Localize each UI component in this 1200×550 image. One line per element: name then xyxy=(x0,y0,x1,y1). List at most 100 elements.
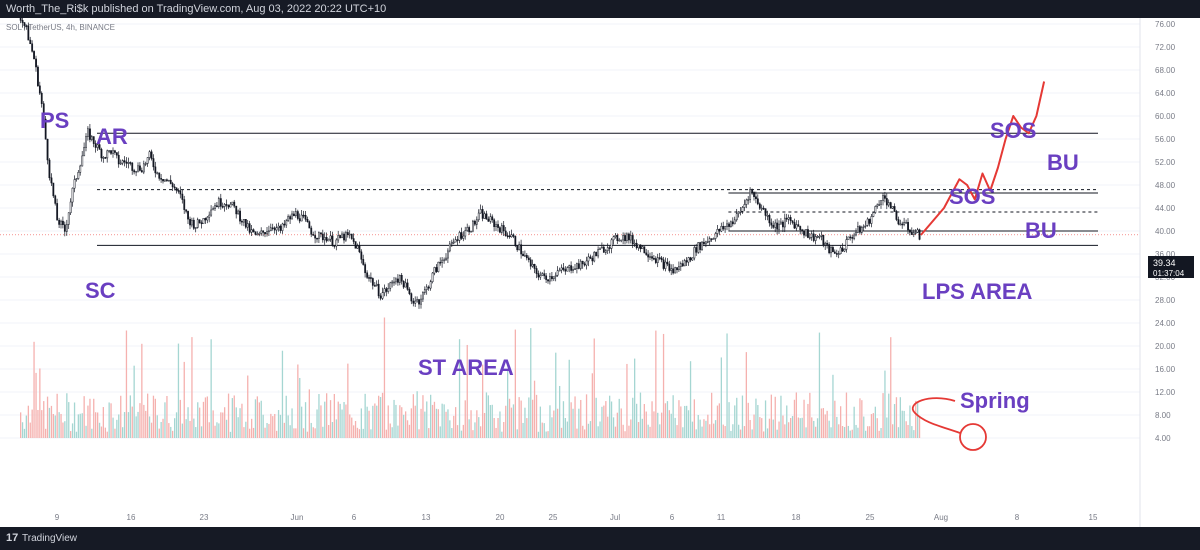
candle-body xyxy=(872,212,875,217)
volume-bar xyxy=(131,406,133,438)
candle-body xyxy=(502,225,505,232)
price-chart[interactable]: 76.0072.0068.0064.0060.0056.0052.0048.00… xyxy=(0,18,1200,527)
candle-body xyxy=(820,235,823,237)
candle-body xyxy=(398,275,401,283)
volume-bar xyxy=(901,410,903,438)
candle-body xyxy=(860,227,863,233)
volume-bar xyxy=(553,410,555,438)
volume-bar xyxy=(391,427,393,438)
candle-body xyxy=(691,257,694,261)
candle-body xyxy=(383,288,386,293)
candle-body xyxy=(260,230,263,234)
volume-bar xyxy=(341,409,343,438)
candle-body xyxy=(395,278,397,283)
volume-bar xyxy=(501,431,503,438)
candle-body xyxy=(448,243,451,252)
volume-bar xyxy=(624,431,626,438)
volume-bar xyxy=(314,428,316,438)
volume-bar xyxy=(670,413,672,438)
volume-bar xyxy=(310,422,312,438)
volume-bar xyxy=(843,427,846,438)
volume-bar xyxy=(125,330,128,438)
volume-bar xyxy=(680,406,682,438)
candle-body xyxy=(450,241,453,245)
volume-bar xyxy=(179,399,181,438)
volume-bar xyxy=(237,417,239,438)
volume-bar xyxy=(351,417,353,438)
candle-body xyxy=(795,224,798,229)
candle-body xyxy=(910,232,913,235)
volume-bar xyxy=(474,422,476,438)
candle-body xyxy=(741,207,744,212)
volume-bar xyxy=(195,427,197,438)
candle-body xyxy=(797,224,800,227)
candle-body xyxy=(552,276,555,280)
candle-body xyxy=(716,229,719,234)
volume-bar xyxy=(863,416,865,438)
candle-body xyxy=(200,222,203,225)
volume-bar xyxy=(235,407,237,438)
candle-body xyxy=(739,211,742,213)
volume-bar xyxy=(233,395,235,438)
volume-bar xyxy=(162,418,164,438)
candle-body xyxy=(772,224,775,228)
volume-bar xyxy=(403,414,405,438)
y-tick-label: 68.00 xyxy=(1155,66,1176,75)
candle-body xyxy=(916,229,919,233)
candle-body xyxy=(814,236,817,241)
volume-bar xyxy=(747,402,749,438)
y-tick-label: 8.00 xyxy=(1155,411,1171,420)
candle-body xyxy=(127,162,130,164)
volume-bar xyxy=(811,417,813,438)
volume-bar xyxy=(241,403,243,438)
volume-bar xyxy=(100,426,103,438)
volume-bar xyxy=(911,426,913,438)
candle-body xyxy=(768,215,771,224)
candle-body xyxy=(787,217,790,220)
volume-bar xyxy=(603,405,605,438)
candle-body xyxy=(577,263,580,269)
volume-bar xyxy=(782,415,784,438)
volume-bar xyxy=(772,419,774,438)
candle-body xyxy=(410,293,413,302)
candle-body xyxy=(462,235,465,239)
candle-body xyxy=(38,85,41,94)
candle-body xyxy=(735,213,738,221)
candle-body xyxy=(579,260,582,269)
candle-body xyxy=(89,128,91,140)
x-tick-label: 15 xyxy=(1089,513,1098,522)
candle-body xyxy=(252,229,255,232)
candle-body xyxy=(789,217,792,221)
volume-bar xyxy=(749,419,751,438)
candle-body xyxy=(156,172,159,175)
volume-bar xyxy=(225,419,228,438)
candle-body xyxy=(196,219,199,228)
volume-bar xyxy=(383,317,386,438)
volume-bar xyxy=(622,424,624,438)
volume-bar xyxy=(786,405,788,438)
candle-body xyxy=(316,237,318,240)
x-tick-label: Jul xyxy=(610,513,620,522)
volume-bar xyxy=(840,406,842,438)
volume-bar xyxy=(152,395,155,438)
candle-body xyxy=(710,238,713,240)
volume-bar xyxy=(122,427,124,438)
candle-body xyxy=(487,218,490,222)
volume-bar xyxy=(156,415,158,438)
volume-bar xyxy=(893,404,896,438)
candle-body xyxy=(705,241,707,245)
candle-body xyxy=(350,233,353,239)
candle-body xyxy=(780,221,782,225)
volume-bar xyxy=(468,419,470,438)
volume-bar xyxy=(424,411,426,438)
candle-body xyxy=(71,187,74,203)
candle-body xyxy=(283,223,286,226)
candle-body xyxy=(63,224,66,232)
volume-bar xyxy=(139,403,141,438)
candle-body xyxy=(314,235,317,239)
candle-body xyxy=(504,230,507,236)
volume-bar xyxy=(422,395,424,438)
candle-body xyxy=(643,246,646,254)
volume-bar xyxy=(433,401,436,438)
candle-body xyxy=(33,51,35,60)
